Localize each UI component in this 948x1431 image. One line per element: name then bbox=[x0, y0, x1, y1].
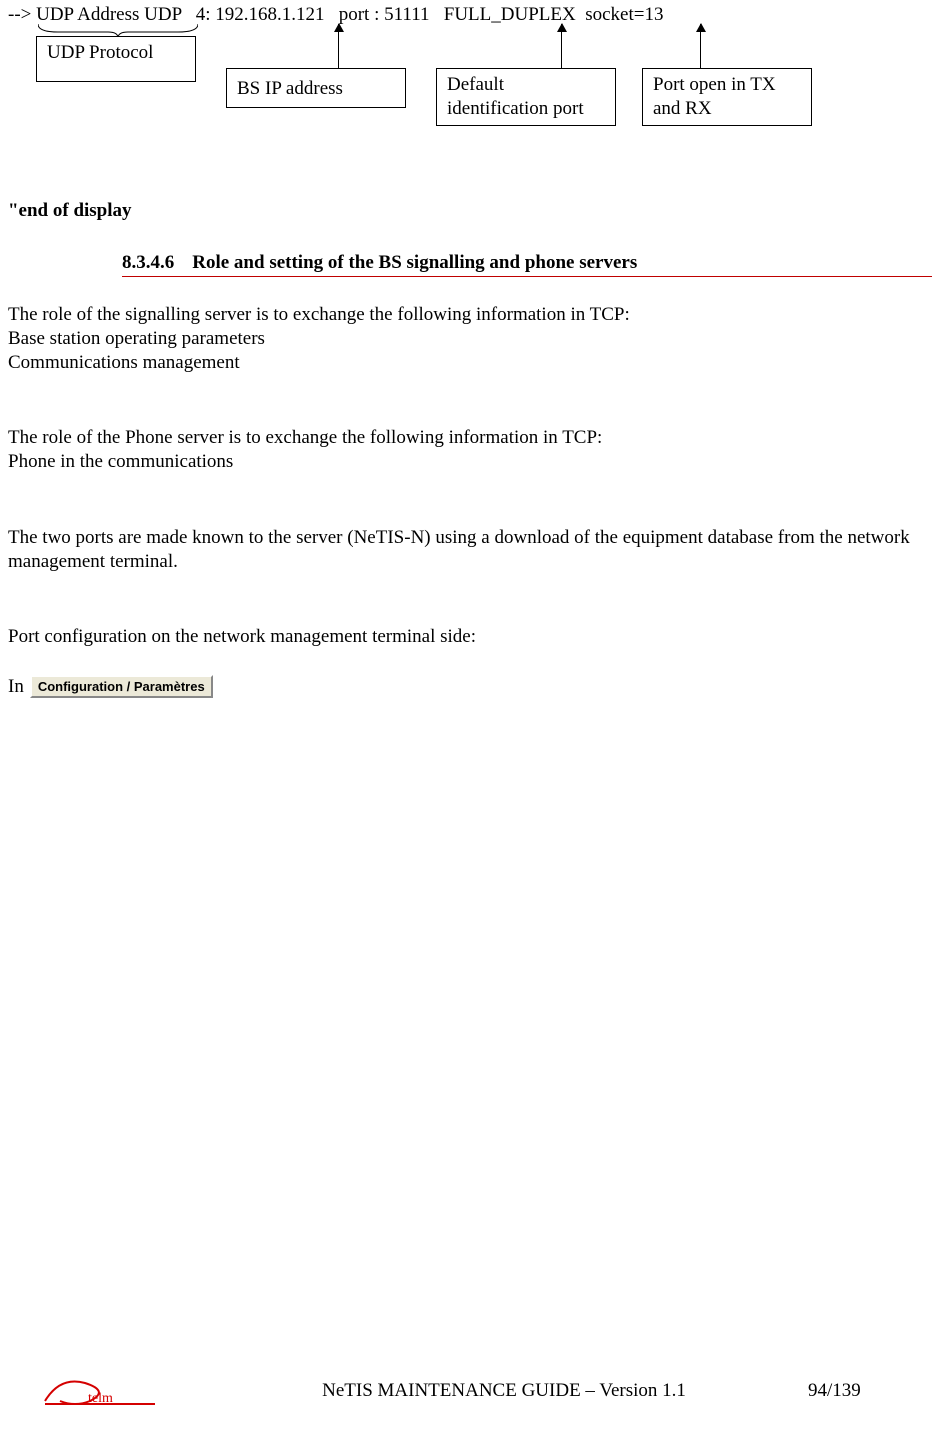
in-prefix: In bbox=[8, 676, 24, 698]
section-rule bbox=[122, 276, 932, 277]
section-number: 8.3.4.6 bbox=[122, 252, 174, 274]
paragraph-phone-server: The role of the Phone server is to excha… bbox=[8, 426, 940, 450]
telm-logo-icon: telm bbox=[40, 1371, 160, 1411]
config-parametres-button[interactable]: Configuration / Paramètres bbox=[30, 675, 213, 698]
arrow-port bbox=[561, 24, 562, 68]
footer-title: NeTIS MAINTENANCE GUIDE – Version 1.1 bbox=[200, 1380, 808, 1402]
in-config-row: In Configuration / Paramètres bbox=[8, 675, 940, 698]
box-udp-protocol: UDP Protocol bbox=[36, 36, 196, 82]
section-title: Role and setting of the BS signalling an… bbox=[192, 252, 637, 274]
list-item-comms-mgmt: Communications management bbox=[8, 351, 940, 375]
footer-page-number: 94/139 bbox=[808, 1380, 948, 1402]
udp-diagram: --> UDP Address UDP 4: 192.168.1.121 por… bbox=[8, 0, 940, 170]
box-tx-rx: Port open in TX and RX bbox=[642, 68, 812, 126]
arrow-tx bbox=[700, 24, 701, 68]
section-heading: 8.3.4.6 Role and setting of the BS signa… bbox=[122, 252, 940, 274]
list-item-bs-params: Base station operating parameters bbox=[8, 327, 940, 351]
end-of-display: "end of display bbox=[8, 200, 940, 222]
box-default-port: Default identification port bbox=[436, 68, 616, 126]
box-bs-ip: BS IP address bbox=[226, 68, 406, 108]
footer-logo: telm bbox=[40, 1371, 160, 1411]
svg-text:telm: telm bbox=[88, 1391, 113, 1406]
paragraph-two-ports: The two ports are made known to the serv… bbox=[8, 526, 940, 574]
arrow-ip bbox=[338, 24, 339, 68]
paragraph-port-config: Port configuration on the network manage… bbox=[8, 625, 940, 649]
list-item-phone-comms: Phone in the communications bbox=[8, 450, 940, 474]
page-footer: telm NeTIS MAINTENANCE GUIDE – Version 1… bbox=[0, 1371, 948, 1411]
paragraph-signalling: The role of the signalling server is to … bbox=[8, 303, 940, 327]
